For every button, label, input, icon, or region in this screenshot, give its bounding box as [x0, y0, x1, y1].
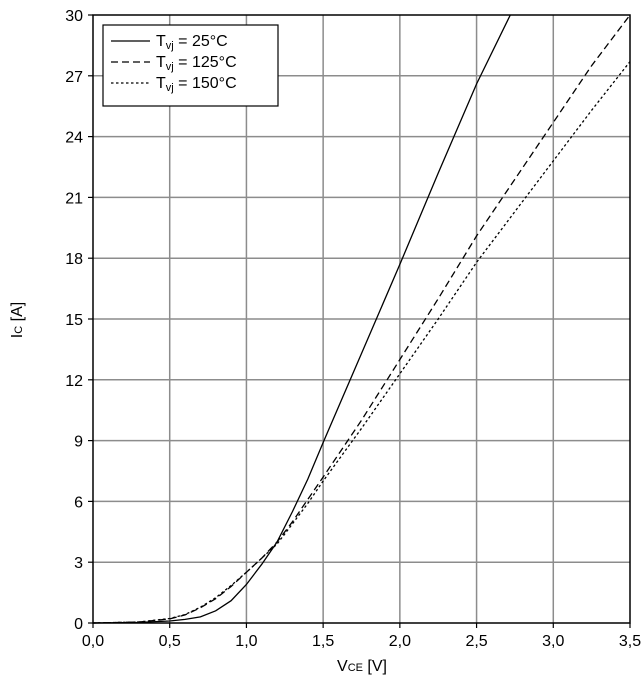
series-curves	[92, 14, 631, 624]
legend-box	[102, 24, 279, 107]
legend-entry-label: Tvj = 150°C	[156, 75, 237, 94]
legend-entry-label: Tvj = 125°C	[156, 54, 237, 73]
x-tick-label: 0,5	[159, 633, 181, 650]
y-tick-label: 9	[74, 434, 83, 451]
x-tick-label: 1,0	[235, 633, 257, 650]
y-tick-label: 24	[65, 130, 83, 147]
x-tick-label: 3,5	[619, 633, 641, 650]
y-tick-label: 0	[74, 616, 83, 633]
x-tick-label: 3,0	[542, 633, 564, 650]
legend: Tvj = 25°C Tvj = 125°C Tvj = 150°C	[102, 24, 279, 107]
y-tick-label: 27	[65, 69, 83, 86]
grid	[93, 15, 630, 623]
x-tick-labels: 0,0 0,5 1,0 1,5 2,0 2,5 3,0 3,5	[82, 633, 641, 650]
x-axis-label: VCE [V]	[337, 658, 387, 675]
legend-entry-label: Tvj = 25°C	[156, 33, 228, 52]
y-tick-label: 15	[65, 312, 83, 329]
x-tick-label: 2,0	[389, 633, 411, 650]
series-line-1	[92, 14, 511, 624]
plot-frame	[88, 14, 631, 628]
x-tick-label: 1,5	[312, 633, 334, 650]
x-tick-label: 0,0	[82, 633, 104, 650]
series-line-3	[92, 61, 631, 624]
y-tick-label: 30	[65, 8, 83, 25]
y-tick-label: 18	[65, 251, 83, 268]
y-axis-label: IC [A]	[9, 302, 26, 338]
x-tick-label: 2,5	[465, 633, 487, 650]
y-tick-labels: 0 3 6 9 12 15 18 21 24 27 30	[65, 8, 83, 633]
series-line-2	[92, 14, 631, 624]
y-tick-label: 21	[65, 190, 83, 207]
y-tick-label: 12	[65, 373, 83, 390]
y-tick-label: 3	[74, 555, 83, 572]
y-tick-label: 6	[74, 494, 83, 511]
